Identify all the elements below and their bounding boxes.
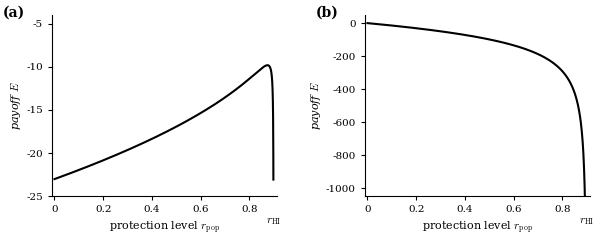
Text: (a): (a) [2, 6, 25, 20]
X-axis label: protection level $r_{\rm pop}$: protection level $r_{\rm pop}$ [109, 220, 220, 236]
Text: $r_\mathrm{HI}$: $r_\mathrm{HI}$ [266, 216, 281, 227]
Text: (b): (b) [316, 6, 338, 20]
X-axis label: protection level $r_{\rm pop}$: protection level $r_{\rm pop}$ [422, 220, 533, 236]
Y-axis label: payoff $E$: payoff $E$ [309, 81, 323, 130]
Text: $r_\mathrm{HI}$: $r_\mathrm{HI}$ [579, 216, 594, 227]
Y-axis label: payoff $E$: payoff $E$ [10, 81, 23, 130]
